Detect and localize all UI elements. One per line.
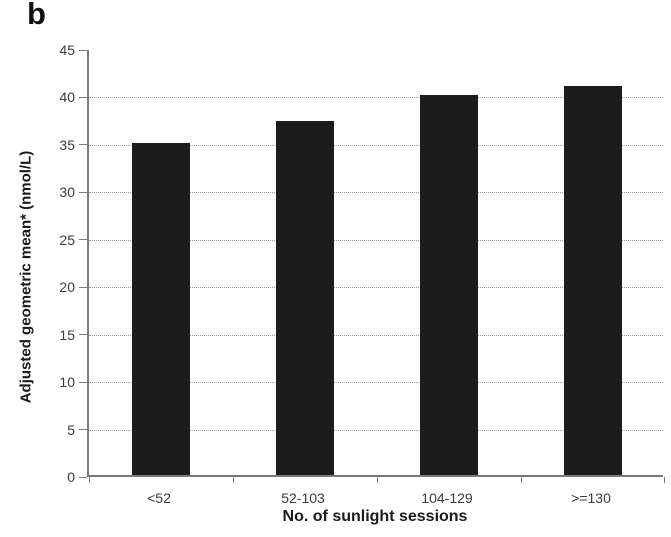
bar->=130 — [564, 85, 622, 475]
x-tick-label-104-129: 104-129 — [421, 490, 473, 506]
x-tick-boundary-3 — [521, 477, 522, 483]
panel-label: b — [27, 0, 46, 31]
y-tick-45 — [79, 49, 87, 51]
gridline-15 — [89, 334, 663, 336]
y-tick-label-15: 15 — [59, 326, 75, 343]
y-tick-5 — [79, 429, 87, 431]
y-tick-label-45: 45 — [59, 42, 75, 58]
gridline-25 — [89, 239, 663, 241]
y-tick-label-20: 20 — [59, 279, 75, 296]
x-tick-boundary-1 — [233, 477, 234, 483]
y-tick-label-5: 5 — [67, 421, 75, 438]
y-tick-15 — [79, 334, 87, 336]
y-tick-label-30: 30 — [59, 184, 75, 201]
x-tick-label->=130: >=130 — [571, 490, 611, 506]
x-tick-label-<52: <52 — [147, 490, 171, 506]
y-tick-label-35: 35 — [59, 136, 75, 153]
y-tick-20 — [79, 286, 87, 288]
bar-104-129 — [420, 95, 478, 475]
gridline-20 — [89, 287, 663, 289]
gridline-5 — [89, 429, 663, 431]
y-tick-30 — [79, 191, 87, 193]
x-tick-boundary-4 — [664, 477, 665, 483]
y-tick-0 — [79, 476, 87, 478]
y-tick-35 — [79, 144, 87, 146]
y-tick-40 — [79, 96, 87, 98]
bar-52-103 — [276, 121, 334, 475]
y-tick-label-0: 0 — [67, 469, 75, 485]
x-tick-boundary-2 — [377, 477, 378, 483]
y-tick-label-40: 40 — [59, 89, 75, 106]
plot-area — [79, 49, 665, 483]
y-tick-25 — [79, 239, 87, 241]
gridline-30 — [89, 192, 663, 194]
x-axis-title: No. of sunlight sessions — [282, 508, 468, 525]
gridline-40 — [89, 97, 663, 99]
y-axis-title: Adjusted geometric mean* (nmol/L) — [17, 150, 35, 404]
y-tick-10 — [79, 381, 87, 383]
x-tick-boundary-0 — [89, 477, 90, 483]
y-tick-label-10: 10 — [59, 374, 75, 391]
gridline-35 — [89, 144, 663, 146]
y-tick-label-25: 25 — [59, 231, 75, 248]
gridline-10 — [89, 382, 663, 384]
x-tick-label-52-103: 52-103 — [281, 490, 325, 506]
bar-<52 — [132, 142, 190, 475]
